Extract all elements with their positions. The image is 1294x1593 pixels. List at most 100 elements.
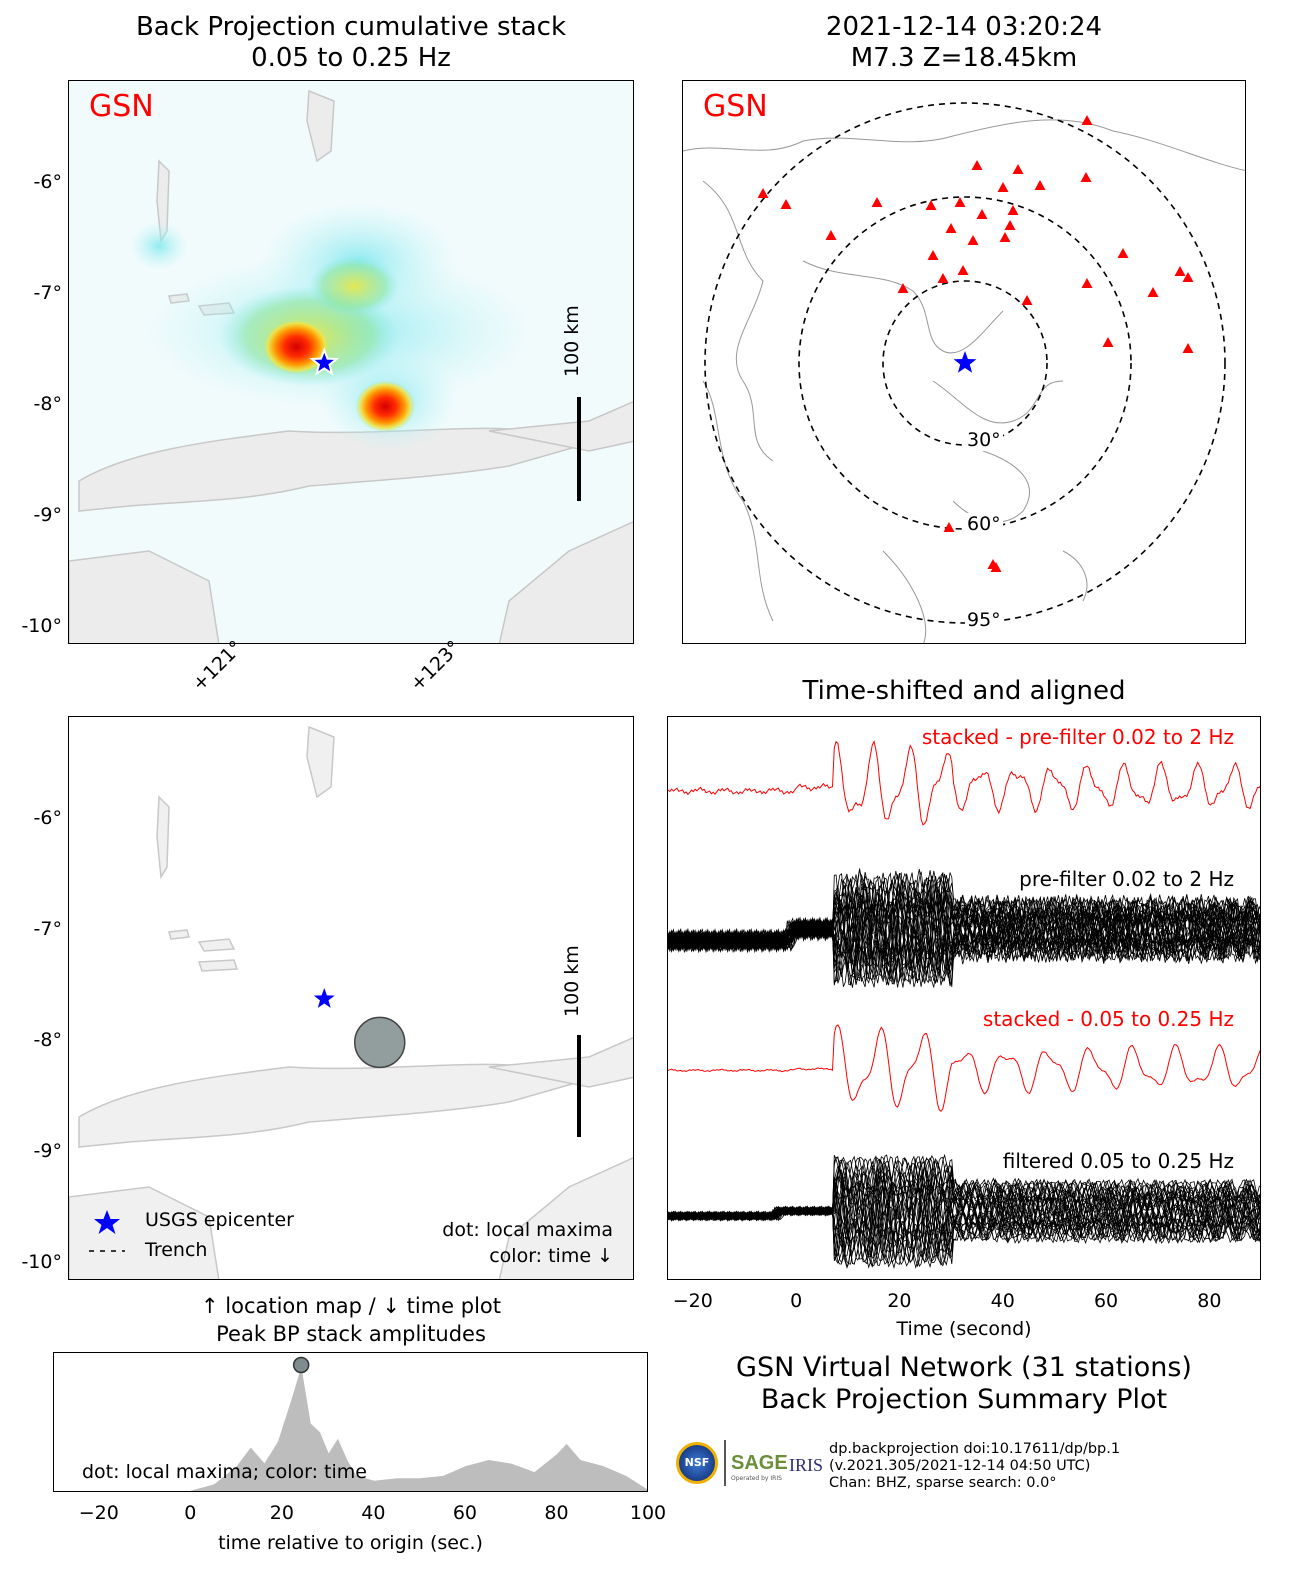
time-plot-tick: 60 [452,1502,478,1524]
station-marker [1012,164,1024,174]
event-title: 2021-12-14 03:20:24 M7.3 Z=18.45km [682,12,1246,74]
time-plot-annotation: dot: local maxima; color: time [82,1461,367,1483]
time-plot-tick: −20 [78,1502,119,1524]
traces-tick: −20 [672,1290,713,1312]
traces-tick: 80 [1197,1290,1222,1312]
station-marker [990,562,1002,572]
location-land [69,725,633,1279]
traces-title: Time-shifted and aligned [802,676,1126,706]
traces-tick: 40 [990,1290,1015,1312]
station-map-epicenter-star [953,351,977,373]
bp-lat-tick-1: -6° [33,171,62,193]
bp-lon-tick-2: +123° [406,636,466,696]
location-caption-line2: Peak BP stack amplitudes [216,1322,486,1346]
station-network-label: GSN [703,89,768,124]
sage-logo-text: SAGE [731,1452,788,1474]
iris-logo: IRIS [789,1455,824,1475]
sage-logo-sub: Operated by IRIS [731,1475,782,1482]
time-plot-tick: 20 [269,1502,294,1524]
location-epicenter-star [313,988,335,1008]
station-marker [1147,287,1159,297]
station-coastlines [683,119,1245,643]
station-marker [1117,248,1129,258]
bp-scale-label: 100 km [561,305,583,377]
station-marker [757,188,769,198]
station-marker [1080,172,1092,182]
station-marker [1102,337,1114,347]
station-marker [967,235,979,245]
loc-lat-tick-5: -10° [21,1251,62,1273]
location-caption-line1: ↑ location map / ↓ time plot [201,1294,501,1318]
footer-line2: (v.2021.305/2021-12-14 04:50 UTC) [829,1458,1091,1474]
time-plot-tick: 40 [361,1502,386,1524]
time-plot-tick: 0 [184,1502,197,1524]
traces-tick: 20 [887,1290,912,1312]
sage-logo: SAGE [731,1452,788,1475]
location-scale-label: 100 km [561,945,583,1017]
nsf-logo-text: NSF [684,1456,710,1469]
station-markers [757,115,1194,572]
bp-title: Back Projection cumulative stack 0.05 to… [68,12,634,74]
loc-lat-tick-4: -9° [33,1140,62,1162]
bp-epicenter-star [309,347,340,376]
bp-lat-tick-3: -8° [33,393,62,415]
traces-xlabel: Time (second) [896,1318,1032,1340]
station-marker [957,265,969,275]
label-stacked-filtered: stacked - 0.05 to 0.25 Hz [982,1007,1234,1031]
traces-panel: stacked - pre-filter 0.02 to 2 Hz pre-fi… [667,716,1261,1280]
bp-lat-tick-4: -9° [33,504,62,526]
trace-bundle-prefilter [668,868,1260,988]
label-filtered: filtered 0.05 to 0.25 Hz [1002,1149,1234,1173]
loc-lat-tick-1: -6° [33,807,62,829]
event-magnitude: M7.3 Z=18.45km [850,43,1078,73]
label-prefilter: pre-filter 0.02 to 2 Hz [1019,867,1234,891]
bp-heat-blobs [129,201,539,451]
bp-lon-tick-1: +121° [188,636,248,696]
logo-divider [724,1440,726,1486]
prefilter-station-line [668,877,1260,988]
time-local-maximum-dot [292,1356,310,1374]
time-plot-xlabel: time relative to origin (sec.) [218,1532,483,1554]
station-marker [1034,180,1046,190]
bp-title-line2: 0.05 to 0.25 Hz [251,43,451,73]
bp-network-label: GSN [89,89,154,124]
station-marker [1182,272,1194,282]
filtered-station-line [668,1157,1260,1263]
bp-title-line1: Back Projection cumulative stack [135,12,567,42]
station-marker [1182,343,1194,353]
legend-epicenter-label: USGS epicenter [145,1209,294,1231]
location-caption: ↑ location map / ↓ time plot Peak BP sta… [68,1292,634,1348]
bp-heatmap-svg [69,81,633,643]
location-map-panel: 100 km USGS epicenter Trench dot: local … [68,716,634,1280]
footer-info: dp.backprojection doi:10.17611/dp/bp.1 (… [829,1441,1120,1492]
loc-lat-tick-2: -7° [33,918,62,940]
filtered-station-line [668,1164,1260,1268]
station-marker [780,199,792,209]
location-map-svg [69,725,633,1279]
time-plot-svg [190,1356,647,1491]
trace-bundle-filtered [668,1153,1260,1270]
station-marker [999,232,1011,242]
station-marker [925,200,937,210]
distance-circle-60 [798,196,1132,530]
prefilter-station-line [668,884,1260,985]
station-map-svg [683,102,1245,643]
station-marker [897,283,909,293]
station-marker [1174,266,1186,276]
distance-circles [704,102,1226,624]
distance-circle-30 [882,280,1048,446]
bp-land [69,89,633,643]
station-marker [1081,115,1093,125]
station-marker [971,160,983,170]
station-marker [976,209,988,219]
time-plot-tick: 100 [629,1502,667,1524]
station-marker [943,522,955,532]
traces-tick: 60 [1093,1290,1119,1312]
station-marker [1081,278,1093,288]
bp-lat-tick-5: -10° [21,615,62,637]
distance-label-30: 30° [965,429,1003,451]
time-plot-tick: 80 [544,1502,569,1524]
distance-label-60: 60° [965,513,1003,535]
station-marker [1007,205,1019,215]
label-stacked-prefilter: stacked - pre-filter 0.02 to 2 Hz [921,725,1234,749]
